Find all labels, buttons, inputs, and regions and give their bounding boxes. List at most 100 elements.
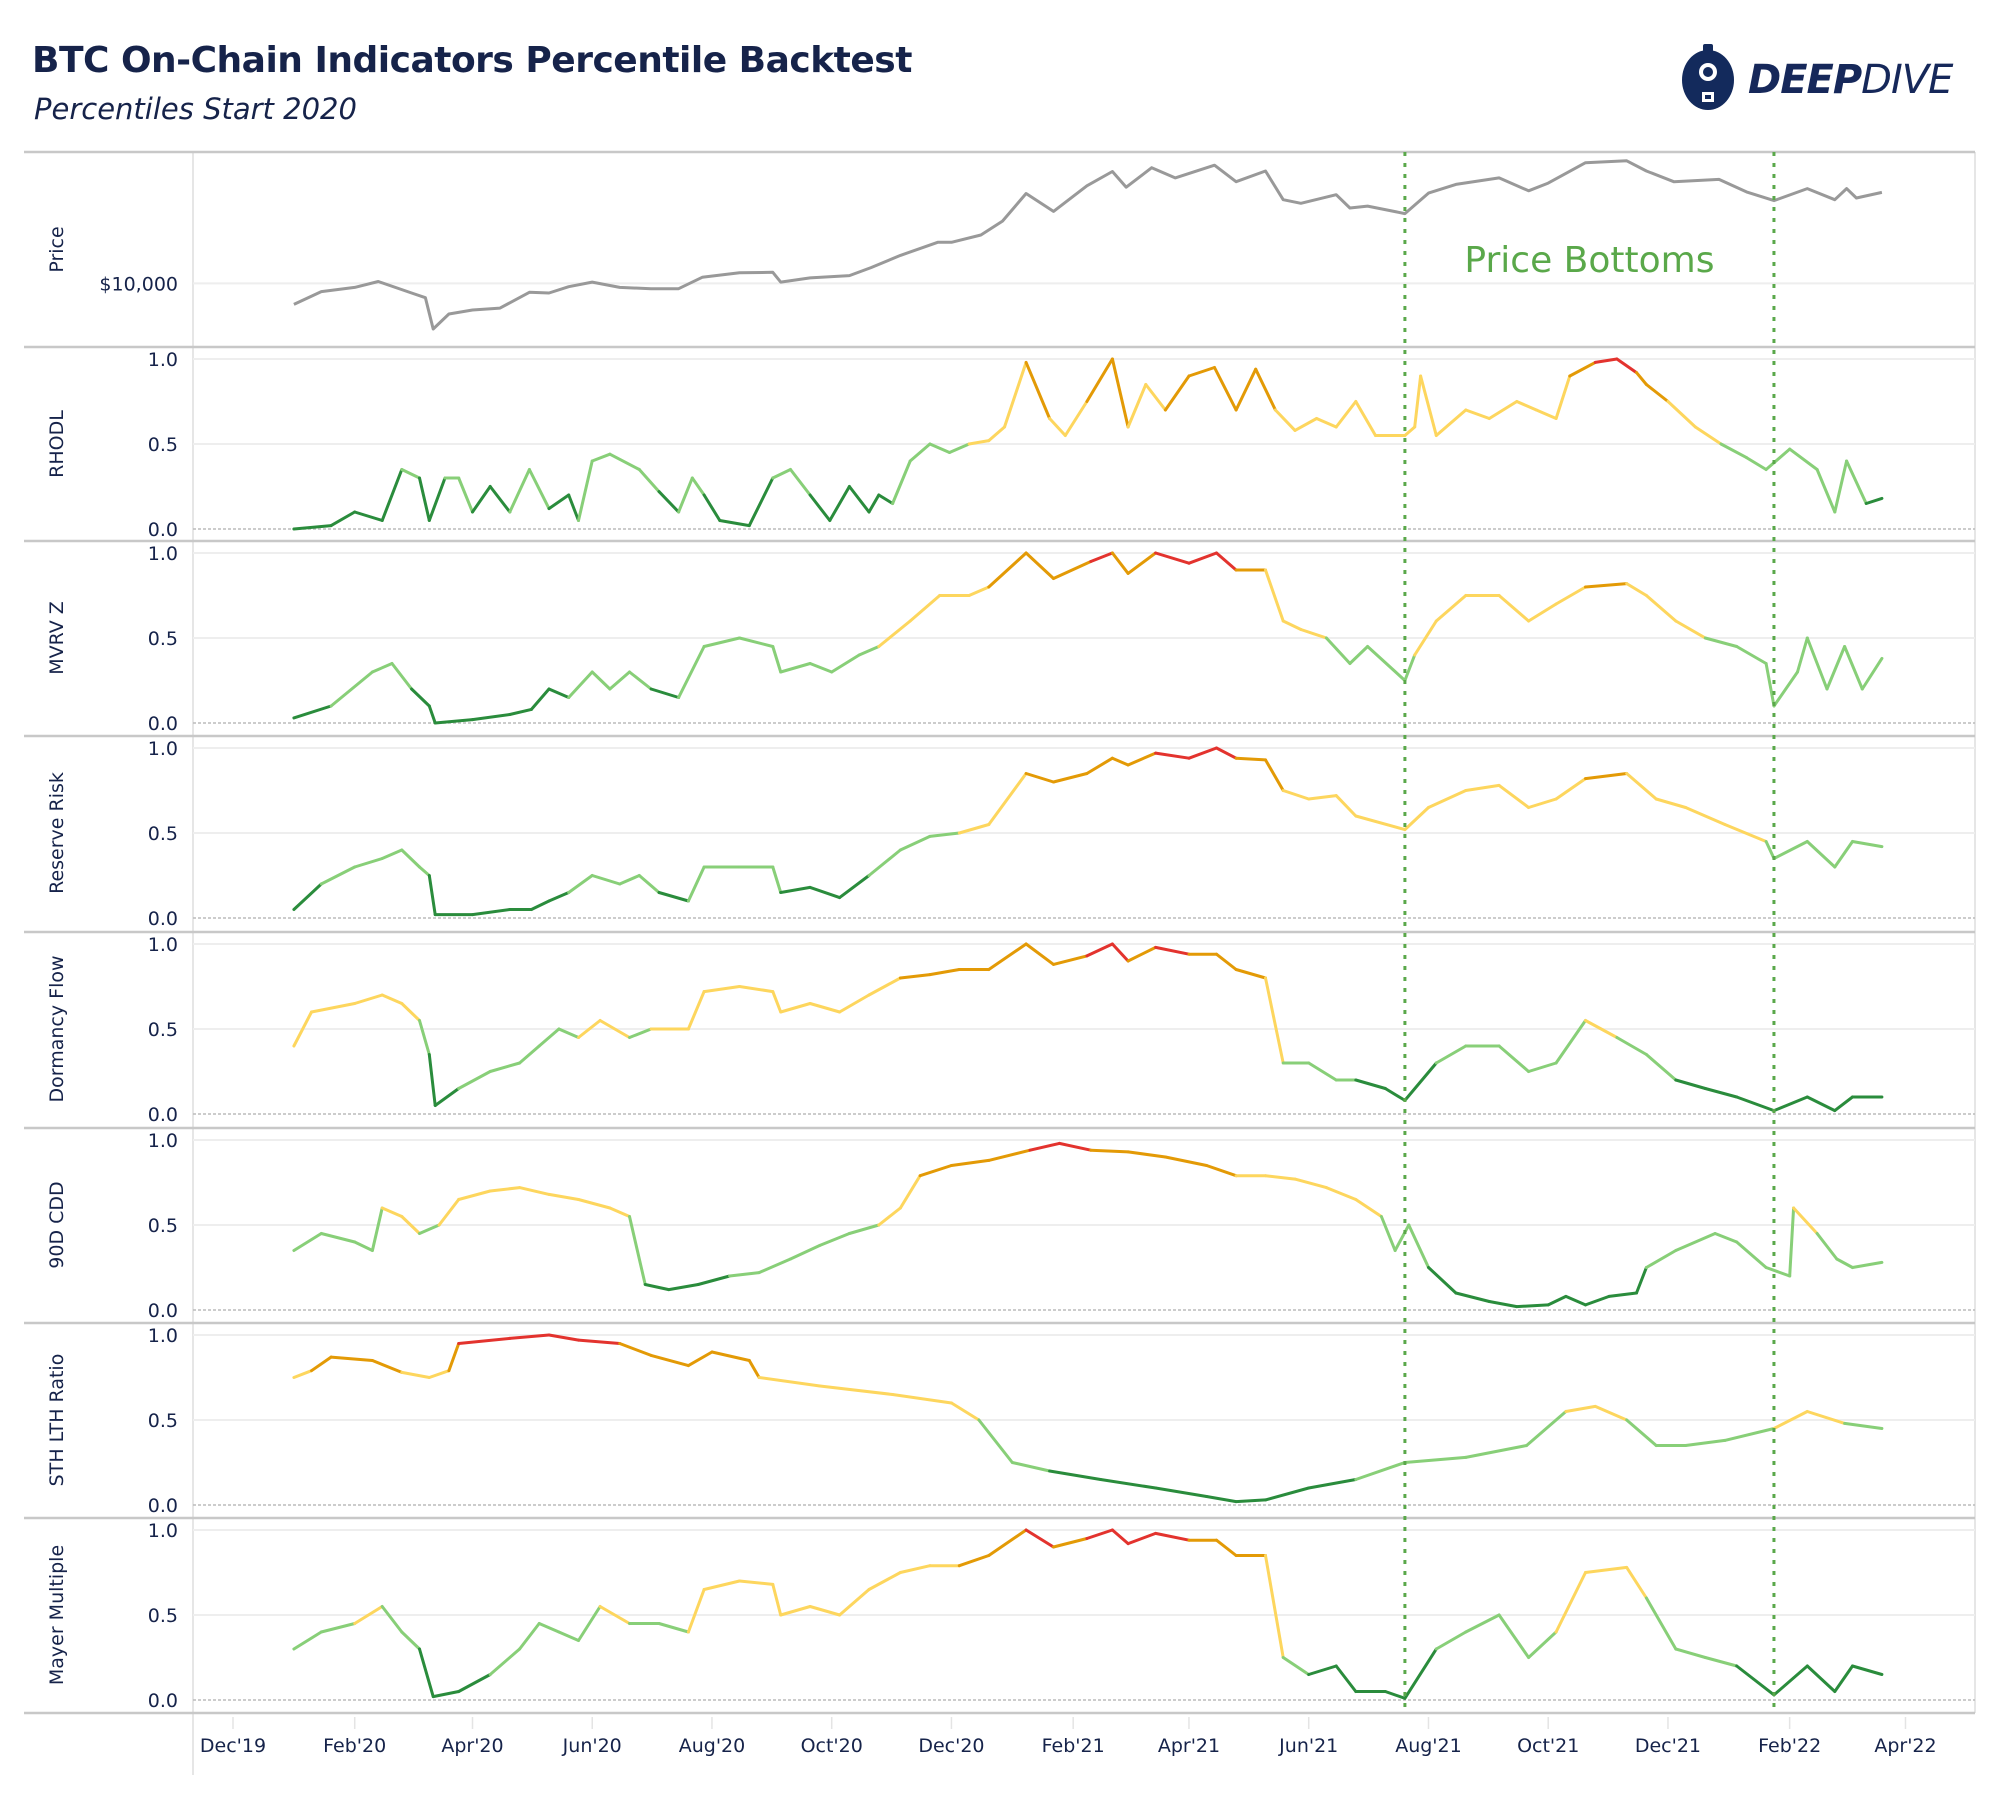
reserve-risk-line-segment xyxy=(1215,746,1238,760)
price-tick-label: $10,000 xyxy=(99,273,178,295)
dormancy-flow-line-segment xyxy=(928,968,961,977)
dormancy-flow-line-segment xyxy=(1354,1078,1387,1090)
x-tick-label: Feb'22 xyxy=(1758,1735,1821,1757)
dormancy-flow-line-segment xyxy=(1234,968,1267,980)
reserve-risk-tick-label: 1.0 xyxy=(148,738,178,760)
dormancy-flow-line-segment xyxy=(1383,1087,1407,1102)
sth-lth-ratio-tick-label: 0.5 xyxy=(148,1410,178,1432)
mayer-multiple-line-segment xyxy=(1085,1528,1114,1540)
rhodl-line-segment xyxy=(292,524,333,531)
reserve-risk-line-segment xyxy=(1584,772,1629,781)
mayer-multiple-line-segment xyxy=(867,1571,902,1591)
90d-cdd-line-segment xyxy=(696,1274,732,1286)
mvrv-z-axis-title: MVRV Z xyxy=(46,601,68,675)
reserve-risk-line-segment xyxy=(1281,789,1311,801)
dormancy-flow-line-segment xyxy=(628,1027,653,1039)
mvrv-z-line-segment xyxy=(1796,636,1809,674)
mvrv-z-line-segment xyxy=(702,636,741,648)
mvrv-z-line-segment xyxy=(779,662,812,674)
reserve-risk-axis-title: Reserve Risk xyxy=(46,772,68,894)
mayer-multiple-line-segment xyxy=(898,1564,932,1574)
rhodl-line-segment xyxy=(1719,442,1748,460)
reserve-risk-line-segment xyxy=(1654,797,1688,809)
reserve-risk-line-segment xyxy=(1723,823,1768,843)
reserve-risk-line-segment xyxy=(1110,756,1130,767)
mayer-multiple-line-segment xyxy=(353,1605,384,1625)
sth-lth-ratio-line-segment xyxy=(1099,1478,1158,1490)
rhodl-line-segment xyxy=(380,468,404,522)
sth-lth-ratio-tick-label: 0.0 xyxy=(148,1495,178,1517)
mayer-multiple-line-segment xyxy=(702,1579,741,1591)
rhodl-line-segment xyxy=(353,510,384,522)
rhodl-line-segment xyxy=(1234,367,1258,412)
mayer-multiple-line-segment xyxy=(1772,1664,1809,1697)
dormancy-flow-line-segment xyxy=(1644,1053,1678,1082)
dormancy-flow-line-segment xyxy=(518,1044,541,1065)
sth-lth-ratio-line-segment xyxy=(1154,1486,1209,1498)
mvrv-z-line-segment xyxy=(1403,653,1417,682)
dormancy-flow-line-segment xyxy=(1703,1087,1739,1099)
mayer-multiple-line-segment xyxy=(1703,1656,1739,1668)
mvrv-z-line-segment xyxy=(567,670,594,699)
mvrv-z-line-segment xyxy=(628,670,653,691)
reserve-risk-line-segment xyxy=(529,899,551,911)
reserve-risk-line-segment xyxy=(418,865,431,877)
reserve-risk-line-segment xyxy=(1085,756,1114,775)
dormancy-flow-line-segment xyxy=(1154,945,1191,956)
sth-lth-ratio-line-segment xyxy=(1403,1455,1468,1464)
90d-cdd-line-segment xyxy=(1644,1249,1678,1269)
dormancy-flow-line-segment xyxy=(488,1061,522,1073)
90d-cdd-line-segment xyxy=(1564,1294,1587,1307)
90d-cdd-line-segment xyxy=(1674,1232,1717,1252)
mvrv-z-line-segment xyxy=(1264,568,1285,623)
90d-cdd-line-segment xyxy=(1354,1198,1383,1218)
mvrv-z-line-segment xyxy=(590,670,612,691)
mvrv-z-line-segment xyxy=(1584,582,1629,589)
reserve-risk-line-segment xyxy=(1833,840,1854,869)
dormancy-flow-line-segment xyxy=(738,985,775,994)
reserve-risk-line-segment xyxy=(867,848,902,877)
rhodl-line-segment xyxy=(1063,400,1089,437)
x-tick-label: Feb'21 xyxy=(1042,1735,1105,1757)
reserve-risk-line-segment xyxy=(771,865,783,894)
dormancy-flow-line-segment xyxy=(1126,945,1158,963)
reserve-risk-line-segment xyxy=(618,874,641,886)
mayer-multiple-line-segment xyxy=(738,1579,775,1586)
90d-cdd-line-segment xyxy=(1635,1266,1648,1295)
rhodl-line-segment xyxy=(1487,400,1519,420)
sth-lth-ratio-tick-label: 1.0 xyxy=(148,1325,178,1347)
reserve-risk-line-segment xyxy=(590,874,622,886)
rhodl-line-segment xyxy=(677,476,694,514)
reserve-risk-line-segment xyxy=(1234,756,1267,762)
90d-cdd-line-segment xyxy=(898,1174,922,1210)
mayer-multiple-line-segment xyxy=(1024,1528,1055,1549)
price-bottoms-annotation: Price Bottoms xyxy=(1464,240,1714,281)
logo-wordmark: DEEPDIVE xyxy=(1748,57,1953,103)
90d-cdd-line-segment xyxy=(380,1206,404,1218)
dormancy-flow-line-segment xyxy=(537,1027,561,1048)
x-tick-label: Oct'20 xyxy=(801,1735,863,1757)
sth-lth-ratio-line-segment xyxy=(977,1418,1014,1464)
rhodl-line-segment xyxy=(1334,400,1358,429)
mayer-multiple-line-segment xyxy=(557,1630,580,1642)
90d-cdd-line-segment xyxy=(1163,1155,1209,1167)
90d-cdd-line-segment xyxy=(918,1164,953,1178)
rhodl-line-segment xyxy=(329,510,357,528)
rhodl-line-segment xyxy=(1085,357,1114,403)
mayer-multiple-line-segment xyxy=(488,1647,522,1676)
x-tick-label: Dec'21 xyxy=(1635,1735,1701,1757)
reserve-risk-line-segment xyxy=(957,823,991,835)
rhodl-line-segment xyxy=(808,493,832,522)
price-line xyxy=(293,159,1883,331)
mayer-multiple-line-segment xyxy=(598,1605,631,1625)
90d-cdd-line-segment xyxy=(757,1257,792,1275)
dormancy-flow-line-segment xyxy=(1554,1019,1587,1065)
reserve-risk-line-segment xyxy=(1464,783,1501,792)
dormancy-flow-line-segment xyxy=(310,1002,357,1014)
mayer-multiple-line-segment xyxy=(1110,1528,1130,1546)
90d-cdd-line-segment xyxy=(400,1215,421,1235)
sth-lth-ratio-line-segment xyxy=(1625,1418,1658,1447)
sth-lth-ratio-line-segment xyxy=(400,1370,431,1379)
rhodl-line-segment xyxy=(1144,383,1167,412)
90d-cdd-line-segment xyxy=(987,1148,1032,1162)
